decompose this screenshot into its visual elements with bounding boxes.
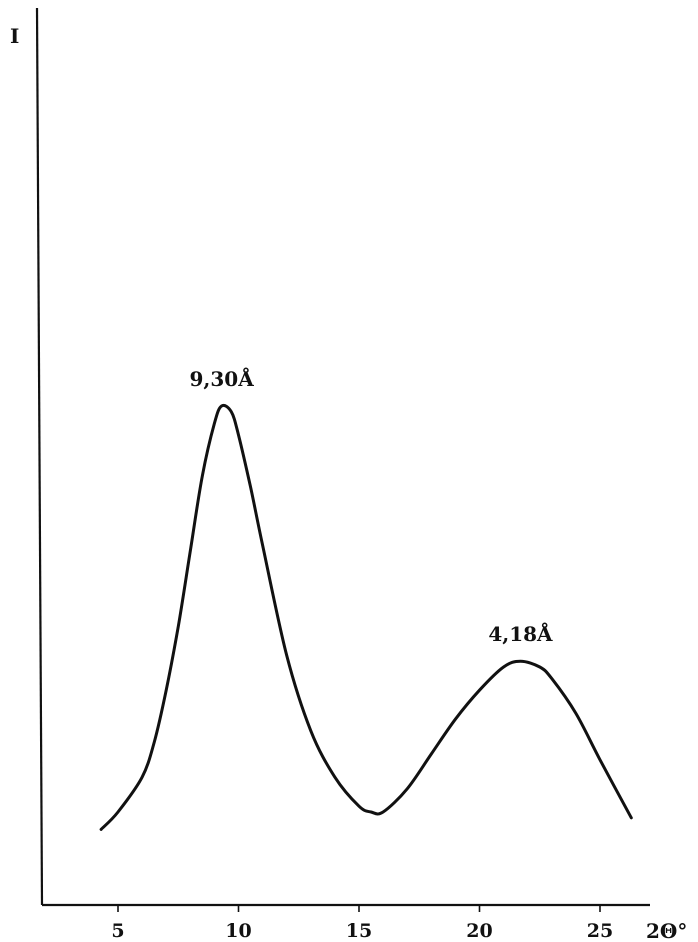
y-axis: I	[10, 7, 44, 906]
x-tick-label: 20	[466, 920, 492, 942]
peak-annotations: 9,30Å 4,18Å	[190, 367, 554, 646]
peak-label: 9,30Å	[190, 367, 255, 391]
x-ticks: 5 10 15 20 25	[111, 905, 613, 942]
plot-area: 9,30Å 4,18Å	[99, 367, 633, 831]
x-axis-label: 2Θ°	[646, 919, 687, 942]
x-tick-label: 25	[587, 920, 613, 942]
x-tick-label: 10	[225, 920, 251, 942]
x-tick-label: 15	[346, 920, 372, 942]
intensity-curve	[99, 403, 633, 831]
y-axis-line	[35, 7, 44, 906]
y-axis-label: I	[10, 24, 19, 48]
peak-label: 4,18Å	[488, 622, 553, 646]
x-tick-label: 5	[111, 920, 124, 942]
x-axis: 5 10 15 20 25 2Θ°	[42, 903, 687, 942]
